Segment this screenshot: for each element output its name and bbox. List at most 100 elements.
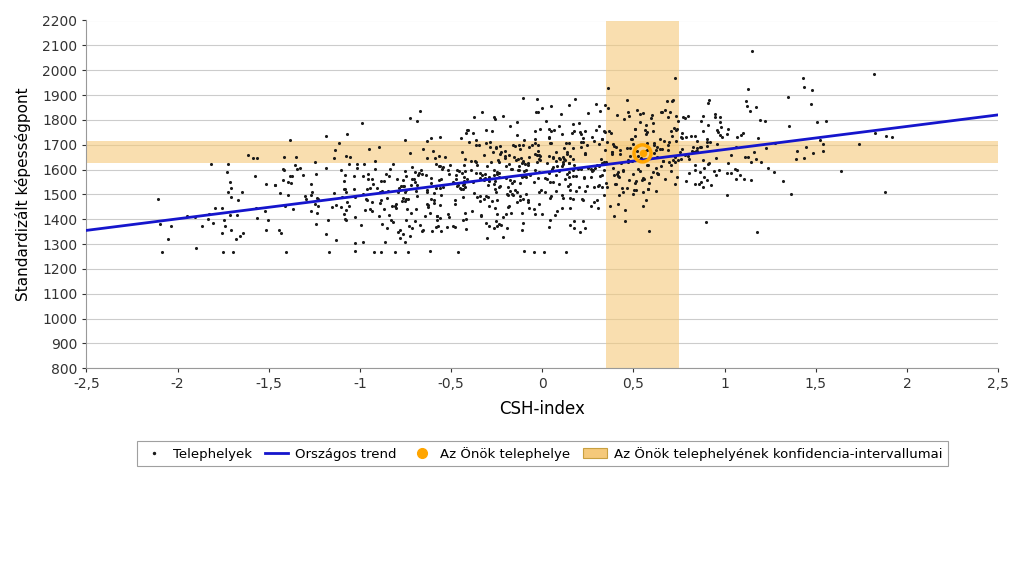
Point	[604, 164, 621, 173]
Point	[609, 169, 626, 178]
Point	[712, 131, 728, 140]
Point	[258, 225, 274, 234]
Point	[409, 191, 425, 200]
Point	[696, 163, 713, 172]
Point	[575, 173, 592, 182]
Point	[455, 216, 471, 225]
Point	[712, 166, 728, 175]
Point	[397, 167, 414, 176]
Point	[500, 223, 516, 232]
Point	[544, 165, 560, 174]
Point	[495, 112, 511, 121]
Point	[394, 194, 411, 203]
Point	[459, 126, 475, 135]
Point	[655, 157, 672, 166]
Point	[551, 153, 567, 162]
Point	[681, 155, 697, 164]
Point	[537, 173, 553, 182]
Point	[728, 175, 744, 184]
Point	[615, 115, 632, 124]
Point	[543, 101, 559, 110]
Point	[561, 158, 578, 167]
Point	[596, 157, 612, 166]
Point	[548, 148, 564, 157]
Point	[278, 247, 294, 256]
Point	[645, 167, 662, 176]
Point	[541, 223, 557, 232]
Point	[487, 114, 504, 123]
Point	[376, 177, 392, 186]
Point	[415, 145, 431, 154]
X-axis label: CSH-index: CSH-index	[500, 400, 585, 418]
Point	[596, 166, 612, 175]
Point	[609, 199, 626, 208]
Point	[393, 196, 410, 205]
Point	[577, 224, 593, 233]
Point	[328, 235, 344, 244]
Point	[481, 137, 498, 146]
Point	[524, 140, 541, 149]
Point	[584, 167, 600, 176]
Point	[677, 113, 693, 122]
Point	[401, 113, 418, 122]
Point	[596, 146, 612, 155]
Point	[389, 227, 406, 236]
Point	[377, 237, 393, 246]
Point	[709, 171, 725, 180]
Point	[492, 172, 508, 181]
Point	[347, 192, 364, 201]
Point	[229, 196, 246, 205]
Point	[480, 202, 497, 211]
Point	[567, 95, 584, 104]
Point	[439, 222, 456, 231]
Point	[635, 173, 651, 182]
Point	[335, 185, 351, 194]
Point	[590, 182, 606, 191]
Point	[407, 175, 423, 184]
Point	[397, 238, 414, 247]
Point	[456, 172, 472, 181]
Point	[611, 145, 628, 154]
Point	[669, 124, 685, 133]
Point	[554, 191, 570, 200]
Point	[645, 127, 662, 136]
Point	[699, 137, 716, 146]
Point	[689, 136, 706, 145]
Point	[425, 146, 441, 155]
Point	[695, 173, 712, 182]
Point	[490, 168, 507, 177]
Point	[688, 147, 705, 156]
Point	[708, 153, 724, 162]
Point	[222, 184, 239, 193]
Point	[486, 184, 503, 193]
Point	[153, 219, 169, 228]
Point	[739, 84, 756, 93]
Point	[729, 166, 745, 175]
Point	[737, 153, 754, 162]
Point	[489, 209, 506, 218]
Point	[337, 214, 353, 223]
Point	[547, 211, 563, 220]
Point	[480, 192, 497, 201]
Point	[205, 219, 221, 228]
Point	[485, 113, 502, 122]
Point	[559, 149, 575, 158]
Point	[618, 184, 635, 193]
Point	[355, 171, 372, 180]
Point	[476, 195, 493, 204]
Point	[271, 225, 288, 234]
Point	[596, 159, 612, 168]
Point	[505, 190, 521, 199]
Point	[354, 118, 371, 127]
Point	[403, 208, 420, 217]
Point	[750, 133, 766, 142]
Point	[612, 159, 629, 168]
Point	[423, 178, 439, 187]
Point	[719, 129, 735, 138]
Point	[804, 86, 820, 95]
Point	[431, 175, 447, 184]
Point	[272, 229, 289, 238]
Point	[477, 138, 494, 148]
Point	[274, 164, 291, 173]
Point	[694, 126, 711, 135]
